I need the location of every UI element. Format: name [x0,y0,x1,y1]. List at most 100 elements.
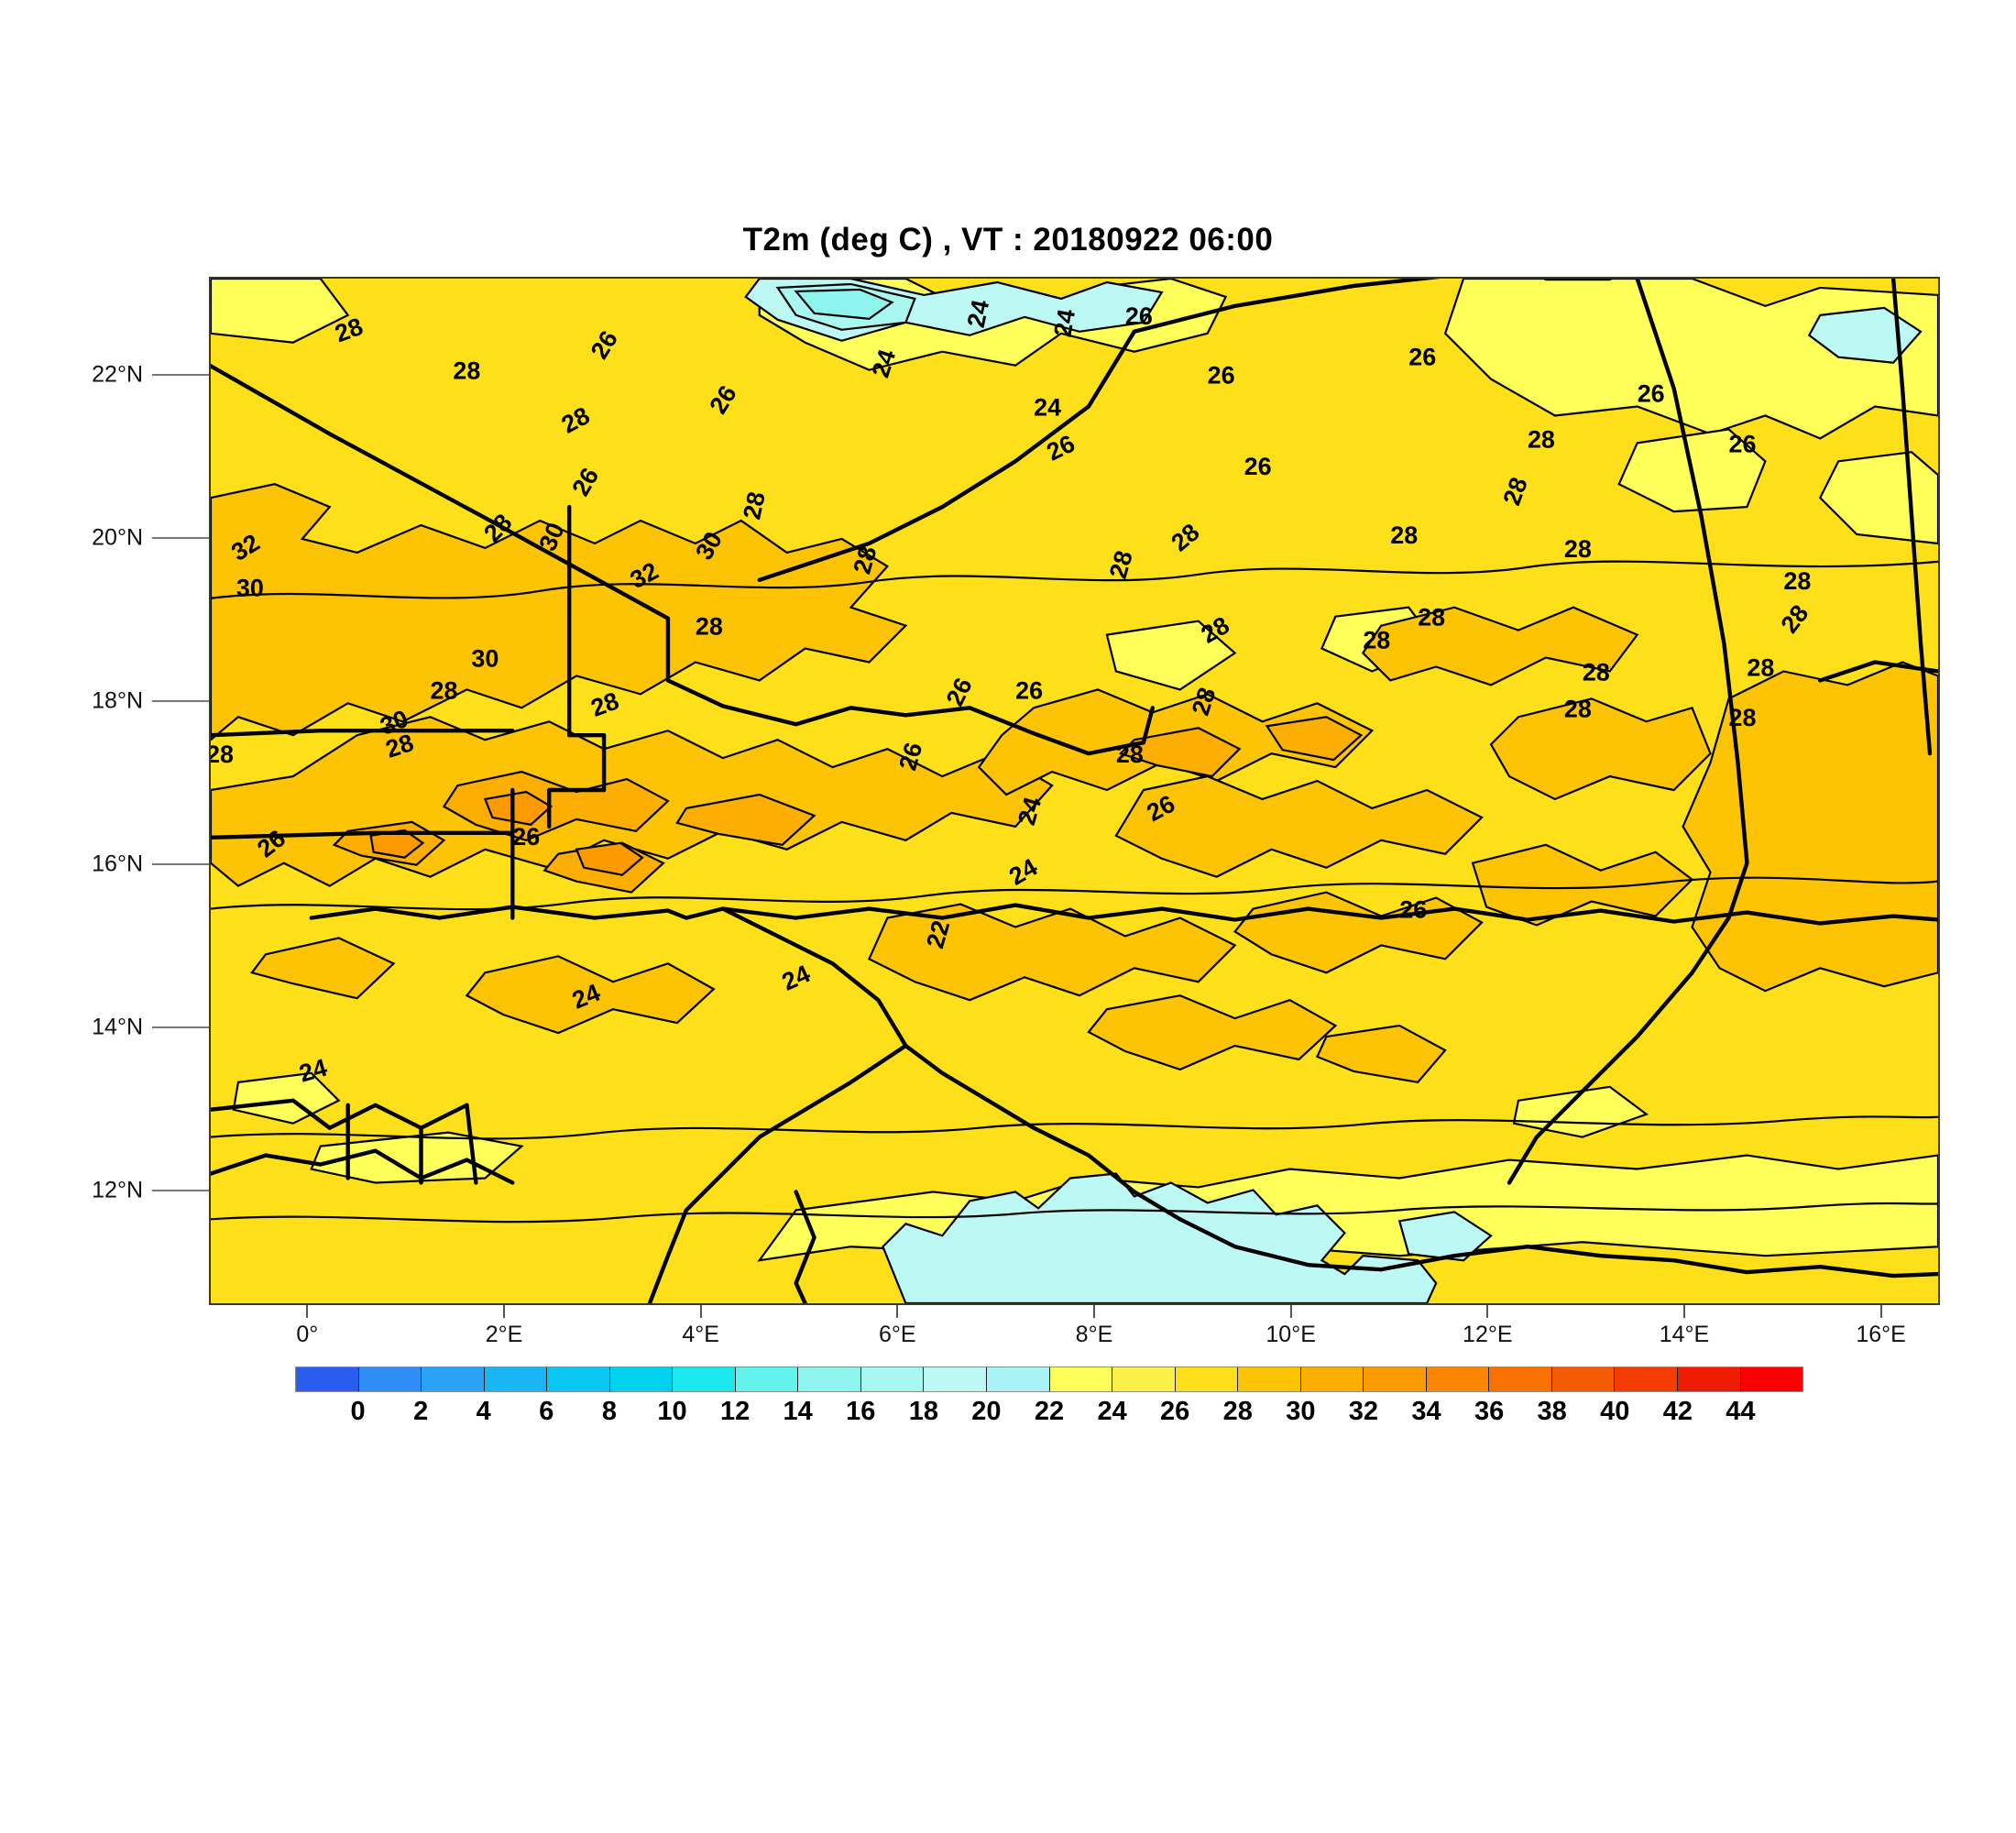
svg-text:28: 28 [1564,695,1592,722]
colorbar-tick-label: 44 [1726,1397,1756,1426]
svg-text:30: 30 [236,575,264,602]
svg-text:24: 24 [962,298,995,331]
svg-text:28: 28 [1728,704,1756,731]
colorbar-swatch[interactable] [1364,1367,1427,1391]
x-axis-tick [1092,1305,1095,1318]
svg-text:26: 26 [1125,302,1153,330]
colorbar-swatch[interactable] [1300,1367,1364,1391]
x-axis-tick-label: 14°E [1659,1322,1710,1347]
y-axis-tick-label: 12°N [92,1177,143,1203]
x-axis-tick [896,1305,899,1318]
map-plot-area[interactable]: 28 28 26 26 24 24 24 24 26 26 26 28 26 2… [209,277,1940,1305]
x-axis-tick-label: 2°E [485,1322,523,1347]
colorbar-swatch[interactable] [1049,1367,1113,1391]
svg-text:26: 26 [1638,380,1665,408]
colorbar-tick-label: 12 [719,1397,751,1426]
svg-text:28: 28 [1583,658,1610,686]
x-axis-tick-label: 6°E [879,1322,916,1347]
svg-text:28: 28 [211,741,234,768]
y-axis-tick [152,700,209,703]
colorbar-swatch[interactable] [296,1367,359,1391]
colorbar-swatch[interactable] [1551,1367,1616,1391]
svg-text:28: 28 [1390,521,1418,549]
colorbar-tick-label: 20 [971,1397,1002,1426]
colorbar-swatch[interactable] [484,1367,548,1391]
page-title: T2m (deg C) , VT : 20180922 06:00 [742,222,1274,258]
colorbar-swatch[interactable] [860,1367,925,1391]
svg-text:30: 30 [471,645,499,673]
colorbar-swatch[interactable] [1740,1367,1803,1391]
svg-text:24: 24 [1048,307,1080,339]
colorbar-tick-label: 10 [657,1397,687,1426]
svg-text:24: 24 [1034,393,1061,421]
map-field-svg: 28 28 26 26 24 24 24 24 26 26 26 28 26 2… [211,279,1938,1303]
colorbar-tick-label: 22 [1034,1397,1065,1426]
colorbar-swatch[interactable] [1112,1367,1176,1391]
colorbar-tick-label: 6 [539,1397,554,1426]
colorbar-tick-label: 34 [1411,1397,1441,1426]
colorbar[interactable] [295,1367,1803,1392]
colorbar-tick-label: 30 [1286,1397,1316,1426]
colorbar-swatch[interactable] [1615,1367,1679,1391]
colorbar-swatch[interactable] [1489,1367,1552,1391]
svg-text:26: 26 [1208,362,1235,390]
svg-text:28: 28 [1747,653,1774,681]
colorbar-tick-label: 40 [1600,1397,1630,1426]
svg-text:28: 28 [430,676,457,704]
y-axis-tick-label: 14°N [92,1014,143,1040]
svg-text:28: 28 [1528,425,1555,453]
y-axis-tick [152,373,209,376]
colorbar-tick-label: 18 [908,1397,938,1426]
y-axis-tick-label: 18°N [92,687,143,714]
x-axis-tick [1879,1305,1882,1318]
x-axis-tick [1682,1305,1685,1318]
x-axis-tick [699,1305,702,1318]
y-axis-tick [152,536,209,539]
x-axis-tick-label: 0° [296,1322,319,1347]
svg-text:28: 28 [1418,604,1445,631]
x-axis-tick-label: 4°E [682,1322,719,1347]
colorbar-swatch[interactable] [673,1367,736,1391]
colorbar-swatch[interactable] [609,1367,674,1391]
svg-text:26: 26 [1015,676,1043,704]
colorbar-swatch[interactable] [798,1367,861,1391]
colorbar-swatch[interactable] [422,1367,485,1391]
colorbar-swatch[interactable] [547,1367,610,1391]
svg-text:28: 28 [453,357,480,385]
colorbar-tick-label: 14 [783,1397,813,1426]
y-axis-tick-label: 20°N [92,524,143,551]
colorbar-swatch[interactable] [1426,1367,1490,1391]
svg-text:26: 26 [512,823,540,851]
colorbar-tick-label: 16 [846,1397,876,1426]
svg-text:28: 28 [1564,535,1592,563]
x-axis-tick [502,1305,505,1318]
svg-text:26: 26 [1399,896,1427,924]
svg-text:28: 28 [1116,741,1144,768]
x-axis-tick-label: 16°E [1856,1322,1906,1347]
colorbar-swatch[interactable] [987,1367,1050,1391]
colorbar-swatch[interactable] [1678,1367,1741,1391]
svg-text:28: 28 [1783,567,1811,595]
y-axis-tick-label: 16°N [92,851,143,877]
colorbar-swatches[interactable] [295,1367,1803,1392]
x-axis-tick [1486,1305,1489,1318]
colorbar-tick-label: 4 [476,1397,491,1426]
x-axis-tick-label: 12°E [1463,1322,1513,1347]
svg-text:28: 28 [696,613,723,641]
colorbar-swatch[interactable] [358,1367,422,1391]
svg-text:28: 28 [738,489,771,522]
svg-text:26: 26 [1408,344,1436,371]
x-axis-tick-label: 8°E [1075,1322,1113,1347]
colorbar-tick-label: 2 [413,1397,429,1426]
colorbar-swatch[interactable] [735,1367,799,1391]
colorbar-tick-label: 24 [1097,1397,1127,1426]
colorbar-tick-label: 32 [1348,1397,1379,1426]
svg-text:28: 28 [1363,627,1390,654]
colorbar-swatch[interactable] [1175,1367,1239,1391]
colorbar-tick-label: 42 [1662,1397,1693,1426]
svg-text:26: 26 [1728,430,1756,457]
colorbar-swatch[interactable] [1238,1367,1301,1391]
colorbar-swatch[interactable] [924,1367,988,1391]
svg-text:26: 26 [1244,453,1272,480]
y-axis-tick [152,1026,209,1029]
